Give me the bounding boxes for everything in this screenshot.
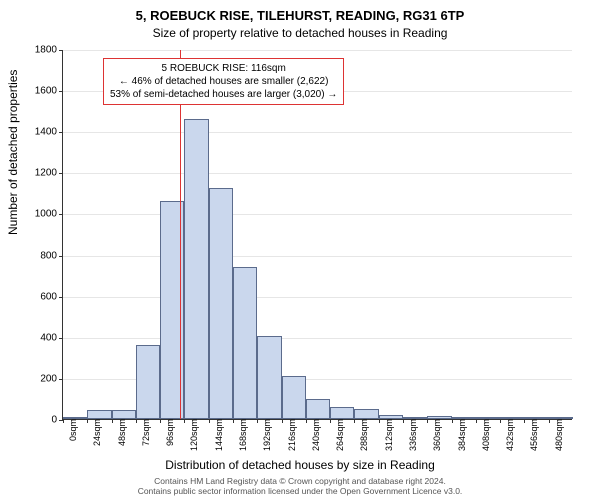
x-tick-label: 312sqm [382,419,394,451]
gridline [63,50,572,51]
x-tick-label: 240sqm [309,419,321,451]
x-tick-mark [452,419,453,423]
x-tick-label: 264sqm [333,419,345,451]
x-tick-mark [87,419,88,423]
x-tick-mark [160,419,161,423]
plot-area: 020040060080010001200140016001800 5 ROEB… [62,50,572,420]
gridline [63,214,572,215]
annotation-line-1: 5 ROEBUCK RISE: 116sqm [110,62,337,75]
x-tick-label: 456sqm [527,419,539,451]
x-tick-mark [379,419,380,423]
x-tick-label: 168sqm [236,419,248,451]
x-tick-label: 120sqm [187,419,199,451]
y-tick-label: 1800 [35,45,63,56]
x-tick-label: 144sqm [212,419,224,451]
y-tick-label: 200 [40,373,63,384]
x-tick-label: 408sqm [479,419,491,451]
x-tick-mark [524,419,525,423]
y-tick-label: 1400 [35,127,63,138]
x-axis-label: Distribution of detached houses by size … [0,458,600,472]
annotation-line-3: 53% of semi-detached houses are larger (… [110,88,337,101]
gridline [63,132,572,133]
x-tick-mark [63,419,64,423]
y-tick-label: 600 [40,291,63,302]
chart-title: 5, ROEBUCK RISE, TILEHURST, READING, RG3… [0,8,600,23]
footer: Contains HM Land Registry data © Crown c… [0,476,600,496]
x-tick-label: 24sqm [90,419,102,446]
footer-line-1: Contains HM Land Registry data © Crown c… [0,476,600,486]
histogram-bar [354,409,378,419]
histogram-bar [233,267,257,419]
x-tick-label: 216sqm [285,419,297,451]
y-tick-label: 400 [40,332,63,343]
chart-subtitle: Size of property relative to detached ho… [0,26,600,40]
histogram-bar [330,407,354,419]
y-axis-label: Number of detached properties [6,70,20,235]
annotation-box: 5 ROEBUCK RISE: 116sqm ← 46% of detached… [103,58,344,105]
x-tick-label: 192sqm [260,419,272,451]
gridline [63,338,572,339]
x-tick-mark [476,419,477,423]
y-tick-label: 1200 [35,168,63,179]
histogram-bar [306,399,330,419]
histogram-bar [112,410,136,419]
gridline [63,173,572,174]
gridline [63,297,572,298]
x-tick-mark [209,419,210,423]
histogram-bar [87,410,111,419]
x-tick-mark [549,419,550,423]
histogram-bar [257,336,281,419]
x-tick-mark [500,419,501,423]
histogram-bar [184,119,208,419]
x-tick-mark [184,419,185,423]
histogram-bar [136,345,160,419]
x-tick-label: 480sqm [552,419,564,451]
marker-line [180,50,181,419]
x-tick-mark [427,419,428,423]
x-tick-mark [403,419,404,423]
x-tick-label: 432sqm [503,419,515,451]
x-tick-label: 0sqm [66,419,78,441]
x-tick-label: 48sqm [115,419,127,446]
x-tick-mark [330,419,331,423]
x-tick-mark [354,419,355,423]
histogram-bar [282,376,306,419]
histogram-bar [209,188,233,419]
x-tick-mark [306,419,307,423]
x-tick-label: 360sqm [430,419,442,451]
y-tick-label: 1600 [35,86,63,97]
footer-line-2: Contains public sector information licen… [0,486,600,496]
y-tick-label: 800 [40,250,63,261]
chart-container: 5, ROEBUCK RISE, TILEHURST, READING, RG3… [0,0,600,500]
x-tick-label: 288sqm [357,419,369,451]
annotation-line-2: ← 46% of detached houses are smaller (2,… [110,75,337,88]
gridline [63,256,572,257]
x-tick-label: 96sqm [163,419,175,446]
x-tick-mark [112,419,113,423]
x-tick-label: 72sqm [139,419,151,446]
x-tick-label: 336sqm [406,419,418,451]
x-tick-label: 384sqm [455,419,467,451]
x-tick-mark [136,419,137,423]
x-tick-mark [282,419,283,423]
y-tick-label: 1000 [35,209,63,220]
x-tick-mark [233,419,234,423]
x-tick-mark [257,419,258,423]
y-tick-label: 0 [51,415,63,426]
